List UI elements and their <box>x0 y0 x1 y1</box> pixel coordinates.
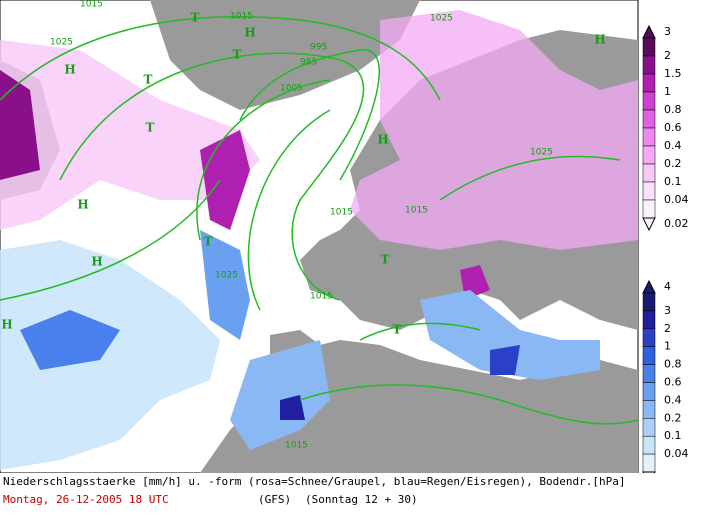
legend-swatch <box>642 163 656 183</box>
legend-swatch <box>642 435 656 455</box>
legend-swatch <box>642 109 656 129</box>
legend-swatch <box>642 199 656 219</box>
legend-label: 2 <box>664 322 671 335</box>
legend-label: 0.02 <box>664 217 689 230</box>
isobar-label: 1025 <box>215 271 238 281</box>
pressure-center: H <box>64 63 75 77</box>
legend-label: 0.4 <box>664 139 682 152</box>
legend-label: 0.2 <box>664 411 682 424</box>
pressure-center: T <box>381 253 390 267</box>
legend-label: 4 <box>664 280 671 293</box>
legend-label: 3 <box>664 25 671 38</box>
pressure-center: H <box>594 33 605 47</box>
pressure-center: H <box>91 255 102 269</box>
legend-label: 0.8 <box>664 103 682 116</box>
legend-swatch <box>642 73 656 93</box>
legend-label: 0.1 <box>664 175 682 188</box>
legend: 3 2 1.5 1 0.8 0.6 0.4 0.2 0.1 0.04 0.02 4 3 2 1 0.8 0.6 0… <box>642 24 689 486</box>
legend-label: 0.04 <box>664 447 689 460</box>
legend-swatch <box>642 181 656 201</box>
legend-swatch <box>642 418 656 437</box>
legend-label: 1 <box>664 340 671 353</box>
legend-label: 0.4 <box>664 393 682 406</box>
pressure-center: H <box>1 318 12 332</box>
footer-run: (Sonntag 12 + 30) <box>305 493 418 506</box>
isobar-label: 1025 <box>50 38 73 48</box>
legend-label: 0.1 <box>664 429 682 442</box>
pressure-center: T <box>204 235 213 249</box>
legend-swatch <box>642 127 656 147</box>
legend-label: 2 <box>664 49 671 62</box>
legend-swatch <box>642 292 656 312</box>
isobar-label: 995 <box>310 43 327 53</box>
pressure-center: T <box>393 323 402 337</box>
isobars <box>0 16 639 425</box>
isobar-label: 1025 <box>430 14 453 24</box>
legend-label: 0.6 <box>664 376 682 389</box>
legend-swatch <box>642 145 656 165</box>
legend-label: 0.04 <box>664 193 689 206</box>
legend-label: 0.6 <box>664 121 682 134</box>
footer-date: Montag, 26-12-2005 18 UTC <box>3 493 169 506</box>
legend-swatch <box>642 364 656 383</box>
footer-model: (GFS) <box>258 493 291 506</box>
isobar-label: 985 <box>300 58 317 68</box>
legend-swatch <box>642 91 656 111</box>
legend-label: 0.2 <box>664 157 682 170</box>
pressure-center: T <box>233 48 242 62</box>
legend-label: 0.8 <box>664 358 682 371</box>
pressure-center: T <box>191 11 200 25</box>
isobar-label: 1015 <box>310 292 333 302</box>
isobar-label: 1015 <box>405 206 428 216</box>
pressure-center: H <box>244 26 255 40</box>
isobar-label: 1015 <box>285 441 308 451</box>
precip-rain <box>0 230 600 470</box>
pressure-center: T <box>144 73 153 87</box>
isobar-label: 1015 <box>330 208 353 218</box>
legend-swatch <box>642 382 656 401</box>
legend-swatch <box>642 400 656 419</box>
isobar-label: 1005 <box>280 84 303 94</box>
legend-arrow <box>642 24 656 39</box>
isobar-label: 1015 <box>80 0 103 10</box>
legend-label: 3 <box>664 304 671 317</box>
pressure-center: H <box>77 198 88 212</box>
legend-swatch <box>642 453 656 473</box>
isobar-label: 1015 <box>230 12 253 22</box>
legend-arrow <box>642 217 656 232</box>
isobar-label: 1025 <box>530 148 553 158</box>
legend-label: 1.5 <box>664 67 682 80</box>
footer-bg <box>0 473 704 513</box>
legend-label: 1 <box>664 85 671 98</box>
pressure-center: T <box>146 121 155 135</box>
legend-swatch <box>642 55 656 75</box>
footer-caption: Niederschlagsstaerke [mm/h] u. -form (ro… <box>3 475 626 488</box>
legend-swatch <box>642 346 656 365</box>
legend-swatch <box>642 328 656 347</box>
legend-swatch <box>642 310 656 330</box>
legend-arrow <box>642 279 656 294</box>
legend-swatch <box>642 37 656 57</box>
pressure-center: H <box>377 133 388 147</box>
